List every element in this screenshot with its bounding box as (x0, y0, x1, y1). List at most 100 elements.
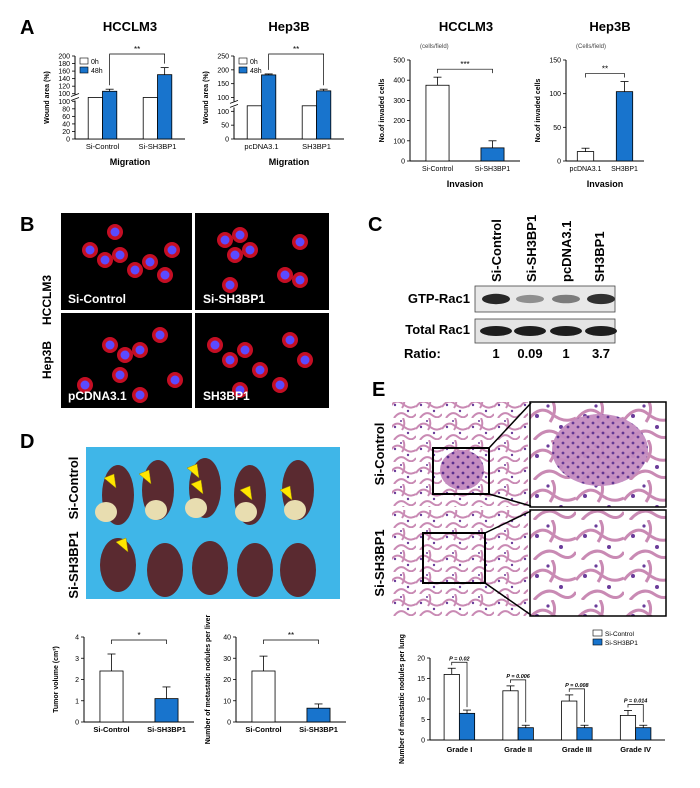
bar-Si-Control (443, 674, 460, 741)
significance-bracket (437, 68, 493, 74)
cell-nucleus (135, 390, 145, 400)
bar-Si-Control (425, 84, 450, 162)
cell-nucleus (225, 280, 235, 290)
y-axis-label: Tumor volume (cm³) (53, 646, 60, 713)
panel-e-row-label-1: Si-Control (372, 423, 387, 486)
panel-b-micrographs: HCCLM3 Hep3B Si-Control Si-SH3BP1 pCDNA3… (40, 213, 329, 408)
significance-label: *** (460, 60, 469, 69)
cell-nucleus (135, 345, 145, 355)
y-tick-label: 250 (217, 54, 229, 61)
bar-0h (301, 105, 317, 140)
y-tick-label: 50 (553, 125, 561, 132)
bar-Si-SH3BP1 (458, 712, 476, 741)
zoom-line (484, 582, 532, 616)
y-axis-label: Wound area (%) (203, 71, 210, 124)
y-axis-label: Wound area (%) (44, 71, 51, 124)
y-tick-label: 2 (75, 677, 79, 684)
y-tick-label: 200 (58, 54, 70, 61)
cell-nucleus (220, 235, 230, 245)
yellow-arrowhead (279, 485, 293, 501)
blot-lane-label-3: pcDNA3.1 (559, 221, 574, 282)
cell-nucleus (225, 355, 235, 365)
liver (280, 543, 316, 597)
y-tick-label: 150 (217, 81, 229, 88)
panel-d-row-label-1: Si-Control (66, 457, 81, 520)
panel-c-letter: C (368, 214, 382, 236)
significance-bracket (451, 661, 468, 708)
chart-title: HCCLM3 (103, 19, 157, 34)
panel-a-letter: A (20, 17, 34, 39)
cell-nucleus (255, 365, 265, 375)
x-axis-label: Invasion (587, 179, 624, 189)
y-tick-label: 200 (393, 118, 405, 125)
chart-invasion-hep3b: 0 50 100 150 No.of invaded cells Hep3B (Cells/… (535, 19, 644, 189)
y-tick-label: 300 (393, 98, 405, 105)
bar-48h (316, 90, 332, 140)
y-tick-label: 100 (217, 109, 229, 116)
if-tile-si-sh3bp1 (195, 213, 329, 310)
liver-tumor (284, 500, 306, 520)
cell-nucleus (240, 345, 250, 355)
bar-Si-SH3BP1 (517, 727, 534, 741)
legend-label: 0h (91, 59, 99, 66)
x-tick-label: Grade II (504, 745, 532, 754)
bar-pcDNA3.1 (576, 151, 595, 162)
y-tick-label: 30 (223, 656, 231, 663)
y-tick-label: 100 (217, 95, 229, 102)
yellow-arrowhead (190, 479, 204, 495)
panel-e-row-label-2: Si-SH3BP1 (372, 529, 387, 596)
y-tick-label: 100 (393, 138, 405, 145)
cell-nucleus (235, 230, 245, 240)
panel-b-row-label-2: Hep3B (40, 341, 54, 379)
blot-ratio-1: 1 (492, 346, 499, 361)
y-tick-label: 100 (549, 91, 561, 98)
y-tick-label: 20 (417, 656, 425, 663)
lung-high-si-sh3bp1 (530, 510, 666, 616)
y-tick-label: 60 (62, 114, 70, 121)
cell-nucleus (210, 340, 220, 350)
blot-ratio-3: 1 (562, 346, 569, 361)
blot-ratio-4: 3.7 (592, 346, 610, 361)
zoom-box-1 (432, 447, 490, 495)
bar-Si-SH3BP1 (306, 707, 331, 723)
yellow-arrowhead (103, 473, 117, 489)
y-tick-label: 100 (58, 99, 70, 106)
x-tick-label: Grade I (446, 745, 472, 754)
panel-c-western-blot: Si-Control Si-SH3BP1 pcDNA3.1 SH3BP1 GTP… (404, 215, 617, 361)
legend-swatch (592, 629, 603, 637)
livers (95, 458, 316, 597)
bar-Si-Control (99, 670, 124, 723)
zoom-line (488, 493, 532, 507)
x-tick-label: Si-SH3BP1 (147, 725, 186, 734)
legend-label: Si-Control (605, 631, 634, 638)
chart-tumor-volume: 0 1 2 3 4 Tumor volume (cm³) Si-Control Si-SH3B… (53, 631, 194, 734)
gtp-band (587, 293, 615, 305)
yellow-arrowhead (115, 537, 129, 553)
axis-break-mark (229, 100, 239, 104)
axis-break-mark (70, 97, 80, 101)
y-tick-label: 160 (58, 69, 70, 76)
if-tile-si-control (61, 213, 192, 310)
y-tick-label: 5 (421, 717, 425, 724)
total-band (480, 326, 512, 336)
y-tick-label: 20 (62, 129, 70, 136)
chart-title: HCCLM3 (439, 19, 493, 34)
y-tick-label: 0 (66, 137, 70, 144)
bar-SH3BP1 (615, 91, 634, 162)
significance-label: P = 0.006 (506, 674, 530, 680)
liver-tumor (95, 502, 117, 522)
cell-nucleus (80, 380, 90, 390)
legend-swatch (79, 66, 89, 74)
bar-Si-Control (251, 670, 276, 723)
bar-Si-Control (619, 715, 637, 741)
bar-0h (87, 97, 103, 140)
significance-bracket (510, 679, 527, 723)
liver (192, 541, 228, 595)
bar-Si-SH3BP1 (480, 147, 505, 162)
y-tick-label: 50 (221, 123, 229, 130)
legend-label: 0h (250, 59, 258, 66)
significance-bracket (568, 688, 585, 723)
cell-nucleus (280, 270, 290, 280)
x-axis-label: Migration (269, 157, 310, 167)
x-tick-label: Si-Control (86, 142, 120, 151)
